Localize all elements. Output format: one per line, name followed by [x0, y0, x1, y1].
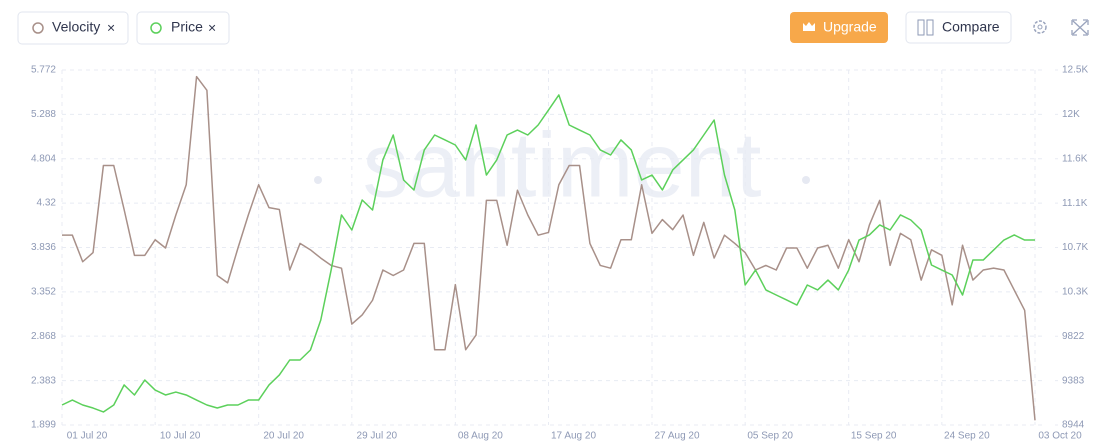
watermark-dot	[802, 176, 810, 184]
compare-label: Compare	[942, 19, 1000, 35]
upgrade-label: Upgrade	[823, 19, 877, 35]
x-tick-label: 20 Jul 20	[263, 431, 304, 442]
legend-chip[interactable]	[136, 11, 230, 45]
legend-label: Velocity	[52, 19, 100, 35]
y2-tick-label: 12.5K	[1062, 65, 1088, 76]
close-icon[interactable]: ×	[107, 20, 115, 36]
y-tick-label: 3.352	[31, 286, 56, 297]
x-tick-label: 08 Aug 20	[458, 431, 503, 442]
legend-icon	[32, 22, 44, 34]
x-tick-label: 03 Oct 20	[1038, 431, 1082, 442]
crown-icon	[803, 22, 815, 31]
y2-tick-label: 10.3K	[1062, 287, 1088, 298]
y2-tick-label: 9822	[1062, 331, 1085, 342]
watermark-text: santiment	[363, 114, 762, 216]
x-tick-label: 05 Sep 20	[747, 431, 793, 442]
x-tick-label: 24 Sep 20	[944, 431, 990, 442]
settings-icon	[1037, 24, 1043, 30]
x-tick-label: 17 Aug 20	[551, 431, 596, 442]
y-tick-label: 4.32	[37, 198, 57, 209]
y-tick-label: 1.899	[31, 420, 56, 431]
x-tick-label: 29 Jul 20	[357, 431, 398, 442]
series-line	[62, 75, 1036, 421]
watermark-dot	[314, 176, 322, 184]
y-tick-label: 2.868	[31, 331, 56, 342]
y2-tick-label: 12K	[1062, 109, 1080, 120]
compare-icon	[926, 19, 934, 36]
legend-label: Price	[171, 19, 203, 35]
x-tick-label: 01 Jul 20	[67, 431, 108, 442]
y2-tick-label: 11.6K	[1062, 153, 1088, 164]
x-tick-label: 15 Sep 20	[851, 431, 897, 442]
compare-icon	[917, 19, 925, 36]
y-tick-label: 5.772	[31, 65, 56, 76]
settings-icon[interactable]	[1033, 20, 1047, 34]
upgrade-button[interactable]	[790, 12, 888, 43]
legend-icon	[150, 22, 162, 34]
y-tick-label: 3.836	[31, 242, 56, 253]
y2-tick-label: 8944	[1062, 420, 1085, 431]
legend-chip[interactable]	[17, 11, 129, 45]
y-tick-label: 2.383	[31, 375, 56, 386]
y2-tick-label: 10.7K	[1062, 242, 1088, 253]
y-tick-label: 5.288	[31, 109, 56, 120]
close-icon[interactable]: ×	[208, 20, 216, 36]
watermark: santiment	[314, 114, 810, 216]
fullscreen-icon[interactable]	[1071, 19, 1089, 36]
x-tick-label: 27 Aug 20	[654, 431, 699, 442]
series-line	[61, 94, 1035, 413]
y2-tick-label: 11.1K	[1062, 198, 1088, 209]
x-tick-label: 10 Jul 20	[160, 431, 201, 442]
y-tick-label: 4.804	[31, 153, 56, 164]
y2-tick-label: 9383	[1062, 375, 1085, 386]
